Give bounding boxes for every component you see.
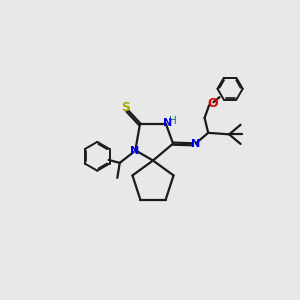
Text: N: N — [163, 118, 172, 128]
Text: N: N — [130, 146, 139, 157]
Text: O: O — [208, 97, 218, 110]
Text: H: H — [169, 116, 177, 126]
Text: N: N — [191, 139, 200, 149]
Text: S: S — [121, 100, 130, 114]
